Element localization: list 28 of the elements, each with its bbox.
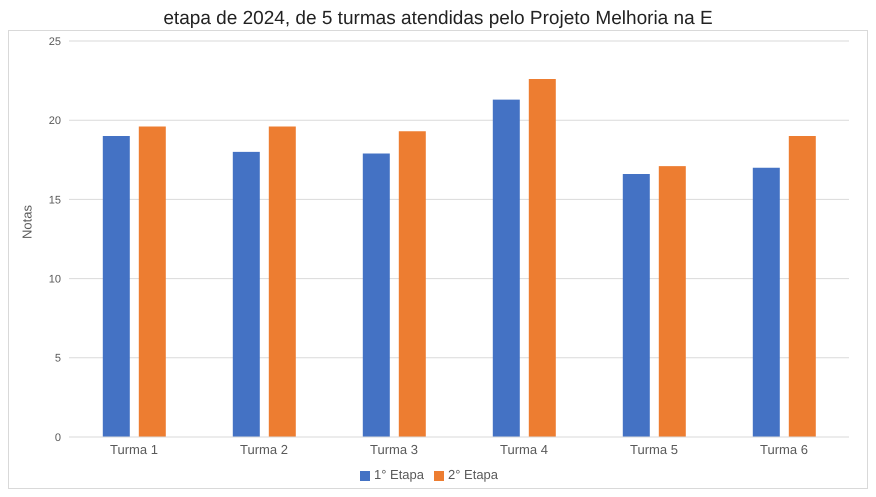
bar bbox=[492, 100, 520, 437]
y-tick-label: 15 bbox=[48, 194, 61, 206]
bar bbox=[658, 166, 686, 437]
bar bbox=[528, 79, 556, 437]
x-tick-label: Turma 6 bbox=[760, 442, 808, 458]
y-tick-label: 20 bbox=[48, 115, 61, 128]
x-tick-label: Turma 5 bbox=[630, 442, 678, 458]
y-axis-title: Notas bbox=[20, 204, 35, 239]
y-tick-label: 25 bbox=[48, 36, 61, 48]
legend-label: 1° Etapa bbox=[374, 467, 424, 482]
y-tick-label: 0 bbox=[54, 432, 61, 444]
x-tick-label: Turma 1 bbox=[110, 442, 158, 458]
bar bbox=[138, 126, 166, 437]
chart-title: etapa de 2024, de 5 turmas atendidas pelo Projeto Melhoria na E bbox=[162, 8, 714, 30]
bar bbox=[788, 136, 816, 437]
bar bbox=[232, 152, 260, 437]
bar bbox=[362, 153, 390, 437]
y-tick-label: 10 bbox=[48, 274, 61, 286]
legend-label: 2° Etapa bbox=[448, 467, 498, 482]
bar bbox=[398, 131, 426, 437]
x-tick-label: Turma 4 bbox=[500, 442, 548, 458]
x-tick-label: Turma 3 bbox=[370, 442, 418, 458]
bar bbox=[752, 168, 780, 437]
bar bbox=[268, 126, 296, 437]
y-tick-label: 5 bbox=[54, 352, 61, 365]
x-tick-label: Turma 2 bbox=[240, 442, 288, 458]
bar bbox=[622, 174, 650, 437]
bar bbox=[102, 136, 130, 437]
